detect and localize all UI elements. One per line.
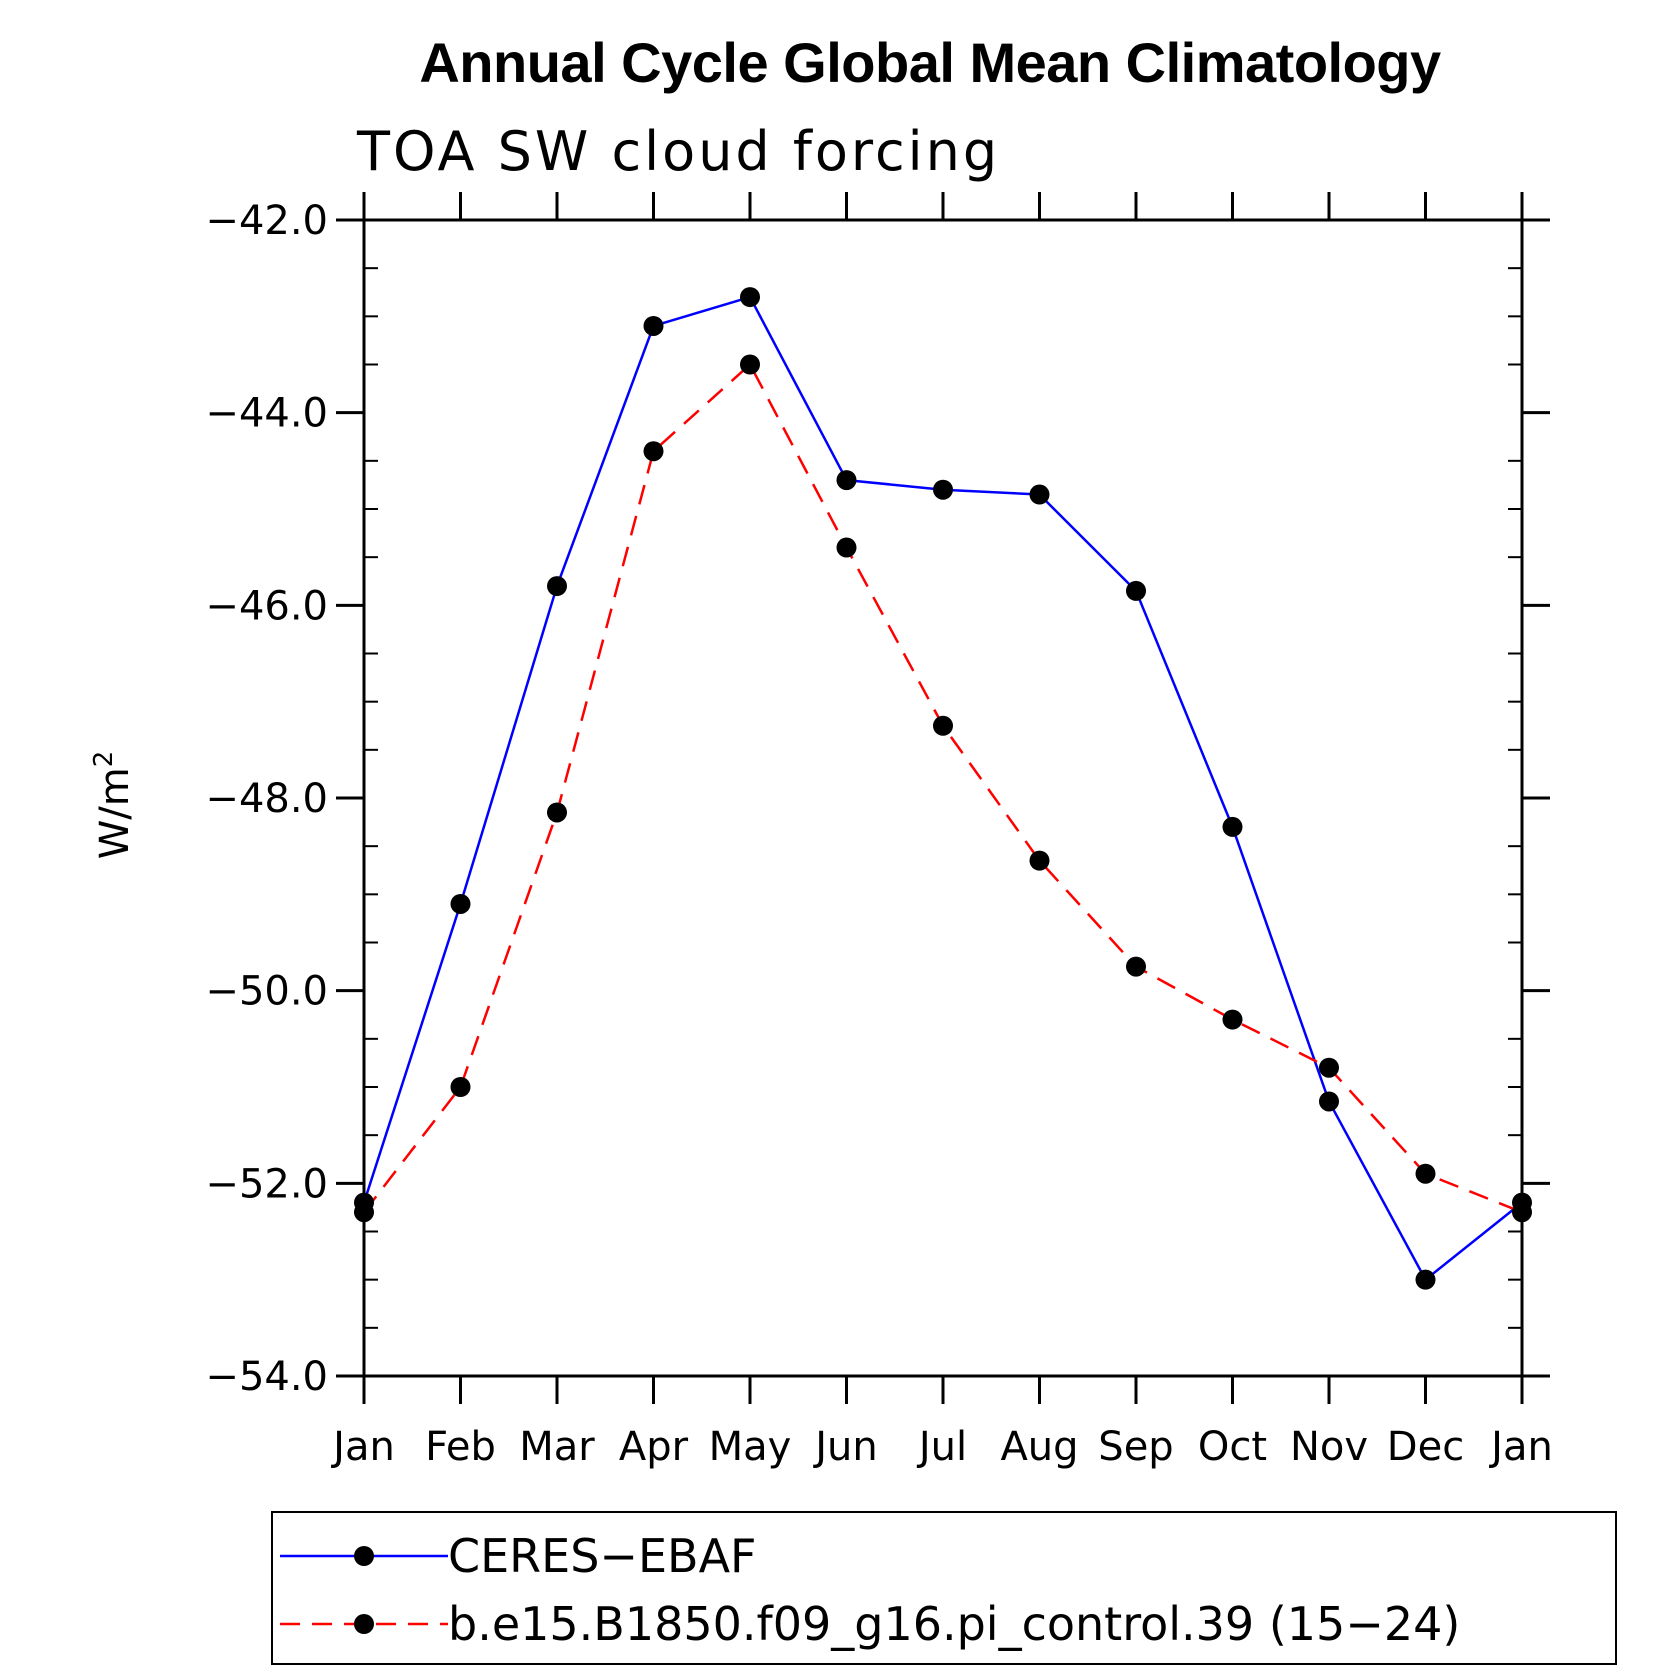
x-tick-label: Oct <box>1198 1424 1267 1470</box>
legend: CERES−EBAF b.e15.B1850.f09_g16.pi_contro… <box>271 1511 1617 1665</box>
x-tick-label: Mar <box>519 1424 595 1470</box>
y-tick-label: −46.0 <box>205 583 328 629</box>
chart-title: Annual Cycle Global Mean Climatology <box>419 31 1441 94</box>
data-point-series-0 <box>1319 1091 1339 1112</box>
data-point-series-1 <box>643 441 664 462</box>
data-point-series-0 <box>1126 580 1146 601</box>
x-tick-label: Feb <box>425 1424 496 1470</box>
y-tick-label: −48.0 <box>205 776 328 822</box>
x-tick-label: Jan <box>330 1424 395 1470</box>
series-line-0 <box>362 295 1523 1281</box>
series-lines <box>362 295 1523 1281</box>
data-point-series-1 <box>1415 1163 1436 1184</box>
x-tick-label: Nov <box>1290 1424 1368 1470</box>
y-tick-label: −54.0 <box>205 1354 328 1400</box>
x-tick-label: Sep <box>1098 1424 1173 1470</box>
svg-text:W/m2: W/m2 <box>89 751 138 860</box>
data-point-series-1 <box>1319 1057 1339 1078</box>
y-tick-label: −50.0 <box>205 969 328 1015</box>
data-markers <box>354 287 1532 1290</box>
y-axis-label-superscript: 2 <box>89 751 119 768</box>
legend-marker-ceres <box>354 1546 374 1566</box>
data-point-series-0 <box>933 479 953 500</box>
data-point-series-0 <box>450 893 471 914</box>
data-point-series-0 <box>1029 484 1050 505</box>
x-tick-label: Aug <box>1000 1424 1078 1470</box>
legend-box <box>271 1511 1617 1665</box>
y-axis-label: W/m2 <box>89 751 138 860</box>
data-point-series-1 <box>1512 1202 1532 1223</box>
data-point-series-1 <box>354 1202 374 1223</box>
data-point-series-1 <box>547 802 567 823</box>
data-point-series-1 <box>1029 850 1050 871</box>
data-point-series-1 <box>836 537 857 558</box>
x-tick-label: Jul <box>916 1424 967 1470</box>
y-tick-label: −52.0 <box>205 1161 328 1207</box>
chart-subtitle: TOA SW cloud forcing <box>357 120 1001 183</box>
data-point-series-1 <box>450 1077 471 1097</box>
data-point-series-0 <box>643 315 664 336</box>
x-tick-label: Apr <box>619 1424 689 1470</box>
y-axis-label-text: W/m <box>92 767 138 859</box>
data-point-series-1 <box>1126 956 1146 977</box>
x-tick-label: Jan <box>1488 1424 1553 1470</box>
x-tick-label: Dec <box>1387 1424 1464 1470</box>
data-point-series-0 <box>547 576 567 597</box>
data-point-series-1 <box>1222 1009 1243 1030</box>
data-point-series-1 <box>933 715 953 736</box>
x-tick-label: Jun <box>812 1424 878 1470</box>
data-point-series-0 <box>836 470 857 491</box>
data-point-series-1 <box>740 354 760 375</box>
plot-frame <box>362 218 1524 1378</box>
y-tick-label: −42.0 <box>205 198 328 244</box>
legend-marker-model <box>354 1614 374 1634</box>
data-point-series-0 <box>1415 1269 1436 1290</box>
legend-label-model: b.e15.B1850.f09_g16.pi_control.39 (15−24… <box>448 1597 1460 1651</box>
data-point-series-0 <box>1222 816 1243 837</box>
x-tick-label: May <box>709 1424 792 1470</box>
legend-label-ceres: CERES−EBAF <box>448 1529 757 1583</box>
data-point-series-0 <box>740 287 760 308</box>
y-tick-label: −44.0 <box>205 391 328 437</box>
